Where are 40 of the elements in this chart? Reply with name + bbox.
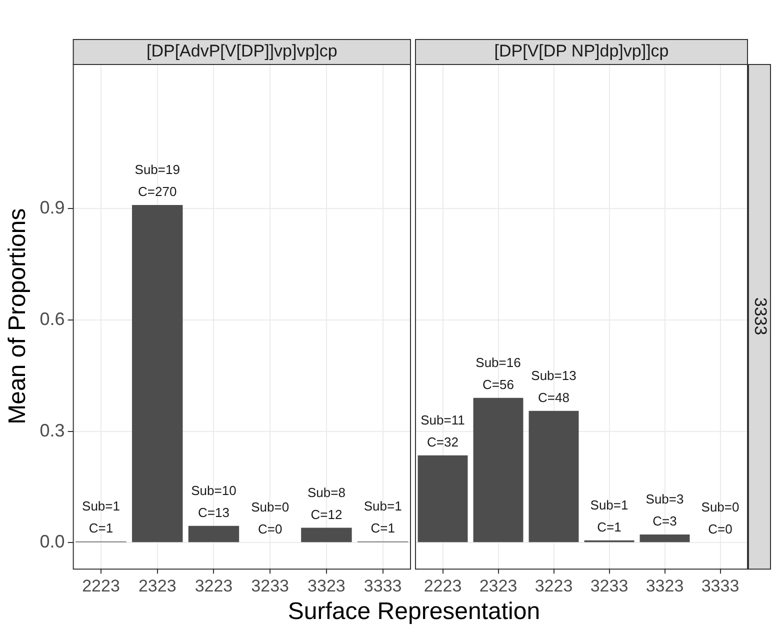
text: 3333 — [750, 297, 770, 336]
x-tick-label: 3323 — [646, 576, 684, 596]
chart-title: [DP[AdvP[V[DP]]vp]vp]cp — [146, 42, 338, 61]
x-tick-label: 2223 — [82, 576, 120, 596]
x-tick-label: 3233 — [251, 576, 290, 596]
data-label: Sub=3 C=3 — [646, 492, 684, 529]
bar — [301, 528, 352, 542]
bar — [132, 204, 183, 542]
x-tick-label: 2323 — [479, 576, 518, 596]
bar — [473, 398, 524, 542]
data-label: Sub=13 C=48 — [531, 368, 576, 405]
x-tick-label: 3333 — [701, 576, 740, 596]
bar — [640, 534, 690, 542]
data-label: Sub=11 C=32 — [420, 412, 465, 450]
data-label: Sub=10 C=13 — [191, 483, 236, 520]
x-tick-label: 3333 — [364, 576, 402, 596]
x-tick-label: 3223 — [534, 576, 573, 596]
x-tick-label: 2223 — [424, 576, 462, 596]
data-label: Sub=1 C=1 — [82, 498, 120, 536]
bar — [528, 410, 579, 542]
data-label: Sub=0 C=0 — [251, 500, 290, 537]
y-tick-label: 0.0 — [40, 532, 65, 552]
x-tick-label: 3223 — [194, 576, 233, 596]
x-tick-label: 2323 — [138, 576, 176, 596]
y-tick-label: 0.3 — [40, 420, 65, 440]
x-tick-label: 3323 — [308, 576, 346, 596]
data-label: Sub=8 C=12 — [307, 484, 346, 522]
bar — [418, 455, 468, 542]
chart-title: [DP[V[DP NP]dp]vp]]cp — [494, 42, 669, 61]
bar — [188, 526, 240, 542]
data-label: Sub=1 C=1 — [590, 497, 628, 534]
x-tick-label: 3233 — [590, 576, 628, 596]
data-label: Sub=16 C=56 — [476, 355, 521, 392]
data-label: Sub=19 C=270 — [134, 162, 180, 200]
y-axis-title: Mean of Proportions — [4, 208, 32, 424]
y-tick-label: 0.6 — [40, 308, 65, 329]
data-label: Sub=1 C=1 — [364, 498, 402, 536]
y-tick-label: 0.9 — [40, 198, 65, 218]
data-label: Sub=0 C=0 — [701, 500, 740, 537]
x-axis-title: Surface Representation — [286, 598, 542, 626]
